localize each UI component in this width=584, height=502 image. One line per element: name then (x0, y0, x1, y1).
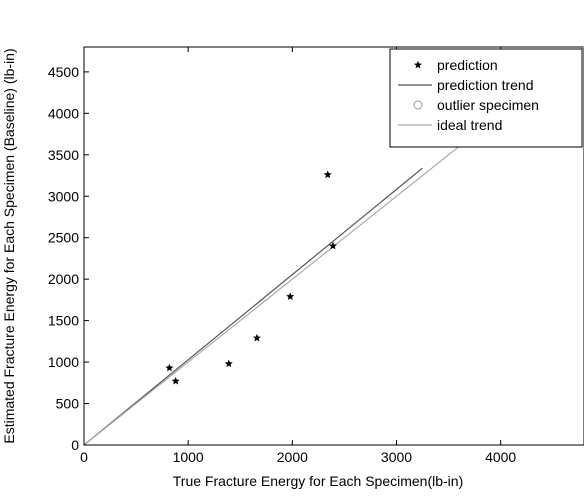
prediction-point (328, 241, 337, 250)
y-tick-label: 2000 (48, 271, 79, 287)
x-axis-ticks: 0 1000 2000 3000 4000 (80, 47, 516, 465)
prediction-point (171, 376, 180, 385)
prediction-trend-line (83, 167, 423, 446)
legend-label-prediction-trend: prediction trend (437, 77, 534, 93)
legend-label-prediction: prediction (437, 57, 498, 73)
legend-label-ideal-trend: ideal trend (437, 117, 502, 133)
y-tick-label: 3500 (48, 147, 79, 163)
y-tick-label: 3000 (48, 188, 79, 204)
plot-area-frame (83, 46, 584, 446)
x-tick-label: 4000 (485, 449, 516, 465)
prediction-point (286, 292, 295, 300)
prediction-point (252, 333, 261, 342)
y-tick-label: 4000 (48, 105, 79, 121)
prediction-point (323, 170, 332, 179)
x-axis-label: True Fracture Energy for Each Specimen(l… (173, 473, 463, 489)
x-tick-label: 3000 (381, 449, 412, 465)
y-axis-label: Estimated Fracture Energy for Each Speci… (1, 48, 17, 443)
data-points (165, 170, 337, 385)
prediction-point (224, 359, 233, 368)
legend: prediction prediction trend outlier specim… (389, 48, 583, 148)
x-tick-label: 0 (80, 449, 88, 465)
y-tick-label: 0 (71, 437, 79, 453)
legend-label-outlier-specimen: outlier specimen (437, 97, 539, 113)
y-tick-label: 1500 (48, 313, 79, 329)
legend-marker-outlier-specimen (413, 100, 423, 110)
prediction-point (165, 363, 174, 372)
y-tick-label: 1000 (48, 354, 79, 370)
legend-box (389, 48, 583, 148)
x-tick-label: 1000 (173, 449, 204, 465)
legend-marker-prediction (414, 60, 422, 69)
y-tick-label: 4500 (48, 64, 79, 80)
y-tick-label: 2500 (48, 230, 79, 246)
x-tick-label: 2000 (277, 449, 308, 465)
y-axis-ticks: 0 500 1000 1500 2000 2500 3000 3500 4000 4500 (48, 64, 89, 453)
y-tick-label: 500 (56, 396, 80, 412)
